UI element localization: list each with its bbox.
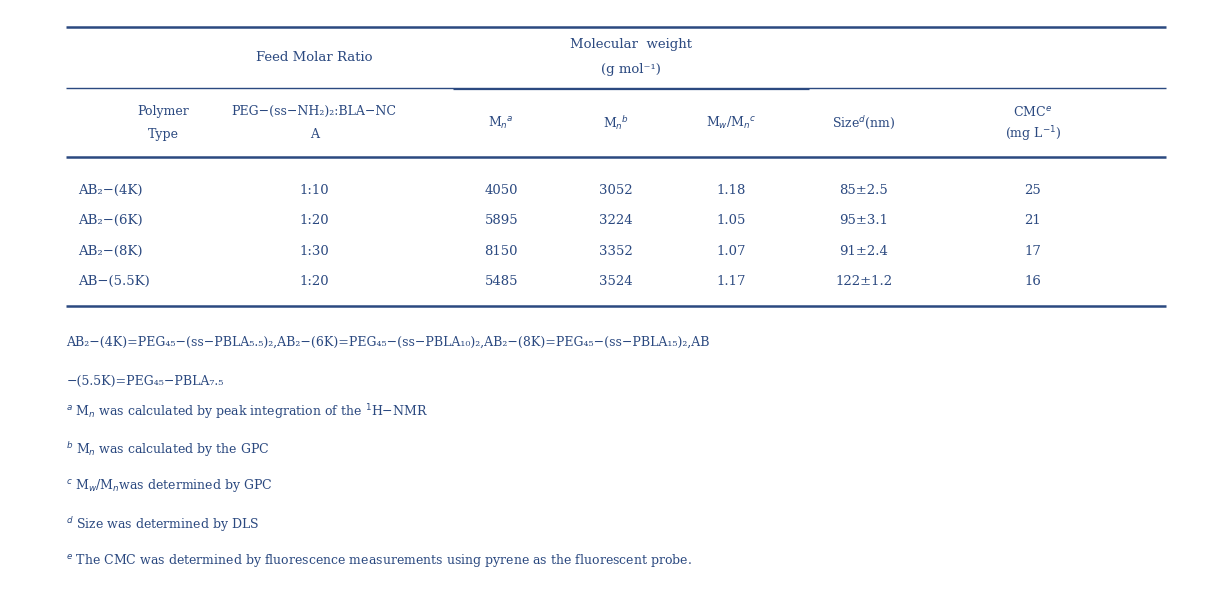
Text: M$_w$/M$_n$$^c$: M$_w$/M$_n$$^c$ xyxy=(705,114,756,131)
Text: AB₂−(6K): AB₂−(6K) xyxy=(79,214,143,227)
Text: AB₂−(4K): AB₂−(4K) xyxy=(79,184,143,197)
Text: CMC$^e$: CMC$^e$ xyxy=(1014,105,1052,119)
Text: 4050: 4050 xyxy=(484,184,518,197)
Text: 1.07: 1.07 xyxy=(716,244,745,258)
Text: 17: 17 xyxy=(1024,244,1041,258)
Text: 3224: 3224 xyxy=(599,214,633,227)
Text: 1:20: 1:20 xyxy=(300,214,329,227)
Text: Type: Type xyxy=(147,128,179,141)
Text: 1:30: 1:30 xyxy=(300,244,329,258)
Text: 16: 16 xyxy=(1024,275,1041,288)
Text: PEG−(ss−NH₂)₂:BLA−NC: PEG−(ss−NH₂)₂:BLA−NC xyxy=(232,105,396,118)
Text: 3524: 3524 xyxy=(599,275,633,288)
Text: 95±3.1: 95±3.1 xyxy=(840,214,888,227)
Text: Feed Molar Ratio: Feed Molar Ratio xyxy=(256,51,372,64)
Text: 122±1.2: 122±1.2 xyxy=(835,275,893,288)
Text: 91±2.4: 91±2.4 xyxy=(840,244,888,258)
Text: 1:20: 1:20 xyxy=(300,275,329,288)
Text: A: A xyxy=(309,128,319,141)
Text: Size$^d$(nm): Size$^d$(nm) xyxy=(832,114,895,131)
Text: 1:10: 1:10 xyxy=(300,184,329,197)
Text: 3052: 3052 xyxy=(599,184,633,197)
Text: $^e$ The CMC was determined by fluorescence measurements using pyrene as the flu: $^e$ The CMC was determined by fluoresce… xyxy=(66,552,692,569)
Text: 1.17: 1.17 xyxy=(716,275,745,288)
Text: Molecular  weight: Molecular weight xyxy=(570,38,692,51)
Text: AB₂−(4K)=PEG₄₅−(ss−PBLA₅.₅)₂,AB₂−(6K)=PEG₄₅−(ss−PBLA₁₀)₂,AB₂−(8K)=PEG₄₅−(ss−PBLA: AB₂−(4K)=PEG₄₅−(ss−PBLA₅.₅)₂,AB₂−(6K)=PE… xyxy=(66,336,710,348)
Text: AB−(5.5K): AB−(5.5K) xyxy=(79,275,150,288)
Text: 25: 25 xyxy=(1024,184,1041,197)
Text: 3352: 3352 xyxy=(599,244,633,258)
Text: 5895: 5895 xyxy=(484,214,518,227)
Text: −(5.5K)=PEG₄₅−PBLA₇.₅: −(5.5K)=PEG₄₅−PBLA₇.₅ xyxy=(66,375,223,388)
Text: 8150: 8150 xyxy=(484,244,518,258)
Text: AB₂−(8K): AB₂−(8K) xyxy=(79,244,143,258)
Text: $^b$ M$_n$ was calculated by the GPC: $^b$ M$_n$ was calculated by the GPC xyxy=(66,440,269,459)
Text: Polymer: Polymer xyxy=(138,105,188,118)
Text: M$_n$$^b$: M$_n$$^b$ xyxy=(603,114,629,131)
Text: 5485: 5485 xyxy=(484,275,518,288)
Text: 1.18: 1.18 xyxy=(716,184,745,197)
Text: (mg L$^{-1}$): (mg L$^{-1}$) xyxy=(1005,125,1061,145)
Text: $^d$ Size was determined by DLS: $^d$ Size was determined by DLS xyxy=(66,515,260,534)
Text: (g mol⁻¹): (g mol⁻¹) xyxy=(602,63,661,76)
Text: 1.05: 1.05 xyxy=(716,214,745,227)
Text: 85±2.5: 85±2.5 xyxy=(840,184,888,197)
Text: $^c$ M$_w$/M$_n$was determined by GPC: $^c$ M$_w$/M$_n$was determined by GPC xyxy=(66,477,273,494)
Text: 21: 21 xyxy=(1024,214,1041,227)
Text: $^a$ M$_n$ was calculated by peak integration of the $^1$H−NMR: $^a$ M$_n$ was calculated by peak integr… xyxy=(66,402,429,422)
Text: M$_n$$^a$: M$_n$$^a$ xyxy=(488,114,515,131)
